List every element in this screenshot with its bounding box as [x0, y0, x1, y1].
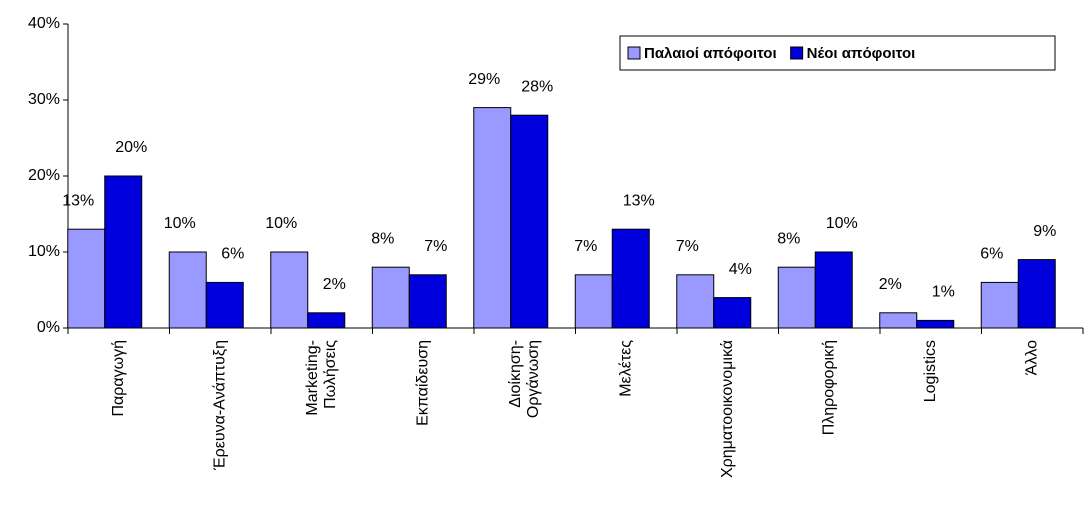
data-label: 9%	[1033, 223, 1056, 240]
y-tick-label: 30%	[28, 91, 60, 108]
bar	[879, 312, 918, 329]
data-label: 4%	[729, 261, 752, 278]
bar	[980, 281, 1019, 329]
x-tick-label: Εκπαίδευση	[414, 340, 431, 426]
bar	[168, 251, 207, 329]
bar	[777, 266, 816, 329]
y-tick-label: 10%	[28, 243, 60, 260]
x-tick-label: Logistics	[922, 340, 939, 402]
bar	[1017, 259, 1056, 329]
bar	[67, 228, 106, 329]
legend-text: Παλαιοί απόφοιτοι	[644, 45, 777, 62]
y-tick-label: 0%	[37, 319, 60, 336]
data-label: 7%	[676, 238, 699, 255]
data-label: 20%	[115, 139, 147, 156]
data-label: 28%	[521, 78, 553, 95]
x-tick-label: Πληροφορική	[820, 340, 837, 435]
legend-text: Νέοι απόφοιτοι	[807, 45, 916, 62]
x-tick-label: Οργάνωση	[525, 340, 542, 418]
data-label: 6%	[980, 246, 1003, 263]
y-tick-label: 40%	[28, 15, 60, 32]
data-label: 8%	[371, 230, 394, 247]
data-label: 7%	[424, 238, 447, 255]
x-tick-label: Marketing-	[304, 340, 321, 416]
data-label: 10%	[164, 215, 196, 232]
data-label: 1%	[932, 284, 955, 301]
bar	[814, 251, 853, 329]
bar	[307, 312, 346, 329]
x-tick-label: Έρευνα-Ανάπτυξη	[211, 340, 228, 471]
bar	[611, 228, 650, 329]
bar	[916, 319, 955, 329]
x-tick-label: Μελέτες	[617, 340, 634, 397]
data-label: 6%	[221, 246, 244, 263]
bar	[574, 274, 613, 329]
bar	[510, 114, 549, 329]
data-label: 8%	[777, 230, 800, 247]
x-tick-label: Διοίκηση-	[507, 340, 524, 408]
bar	[104, 175, 143, 329]
legend-box	[619, 35, 1056, 71]
bar	[408, 274, 447, 329]
bar	[205, 281, 244, 329]
x-tick-label: Παραγωγή	[110, 340, 127, 417]
data-label: 29%	[468, 71, 500, 88]
data-label: 13%	[623, 192, 655, 209]
data-label: 13%	[62, 192, 94, 209]
x-tick-label: Χρηματοοικονομικά	[719, 340, 736, 478]
bar	[371, 266, 410, 329]
bar	[473, 107, 512, 329]
x-tick-label: Άλλο	[1023, 340, 1040, 375]
legend-swatch	[627, 46, 641, 60]
bar	[676, 274, 715, 329]
data-label: 2%	[879, 276, 902, 293]
bar	[270, 251, 309, 329]
data-label: 10%	[826, 215, 858, 232]
data-label: 2%	[323, 276, 346, 293]
data-label: 7%	[574, 238, 597, 255]
bar	[713, 297, 752, 329]
y-tick-label: 20%	[28, 167, 60, 184]
x-tick-label: Πωλήσεις	[322, 340, 339, 409]
legend-swatch	[790, 46, 804, 60]
data-label: 10%	[265, 215, 297, 232]
